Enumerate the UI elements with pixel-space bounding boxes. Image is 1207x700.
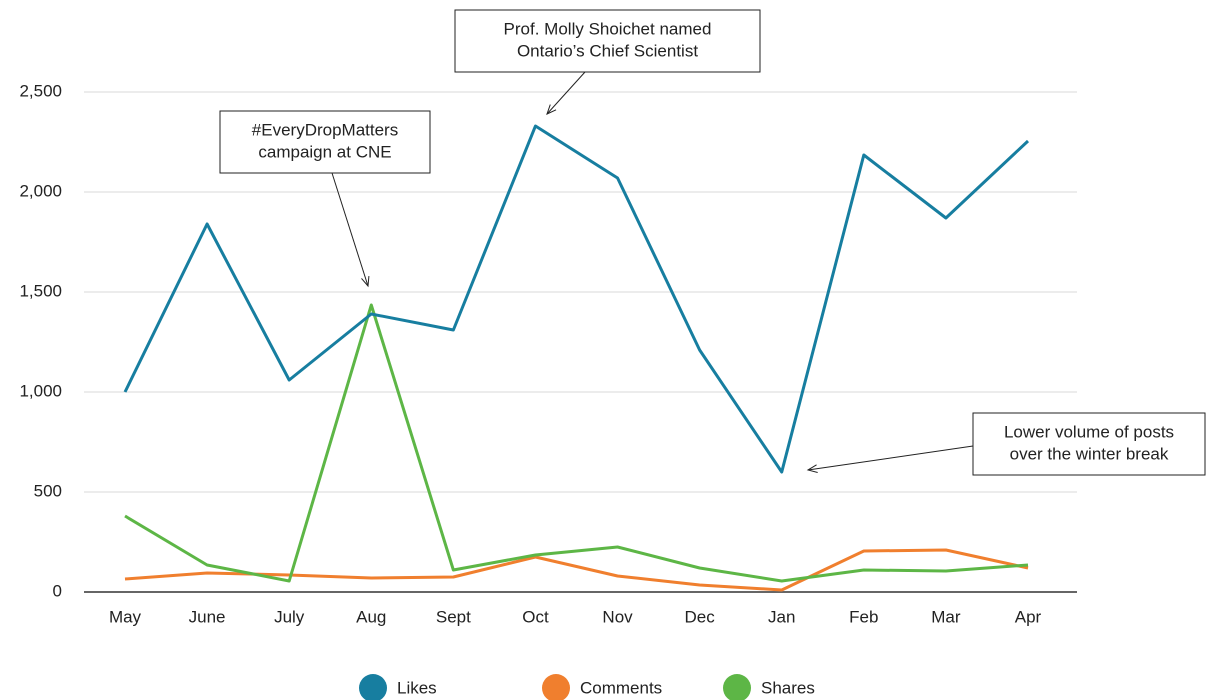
y-tick-label: 1,500 [19, 281, 62, 300]
x-tick-label: Feb [849, 607, 878, 626]
x-tick-label: Aug [356, 607, 386, 626]
annotation-text: Ontario’s Chief Scientist [517, 41, 698, 60]
annotation-text: Lower volume of posts [1004, 422, 1174, 441]
annotation-arrowhead [361, 275, 370, 288]
legend-label: Shares [761, 678, 815, 697]
line [124, 303, 1029, 583]
annotation-arrow [546, 71, 586, 115]
annotation-box [454, 9, 761, 73]
y-tick-label: 0 [53, 581, 62, 600]
legend-swatch [723, 674, 751, 700]
annotation-box [972, 412, 1206, 476]
x-tick-label: Sept [436, 607, 471, 626]
x-tick-label: Mar [931, 607, 961, 626]
legend-label: Likes [397, 678, 437, 697]
x-tick-label: Apr [1015, 607, 1042, 626]
annotation-text: over the winter break [1010, 444, 1169, 463]
x-tick-label: Jan [768, 607, 795, 626]
x-tick-label: July [274, 607, 305, 626]
legend-label: Comments [580, 678, 662, 697]
x-tick-label: Oct [522, 607, 549, 626]
annotation-text: Prof. Molly Shoichet named [504, 19, 712, 38]
y-tick-label: 1,000 [19, 381, 62, 400]
x-tick-label: May [109, 607, 142, 626]
y-tick-label: 500 [34, 481, 62, 500]
annotation-arrow [331, 172, 369, 287]
annotation-box [219, 110, 431, 174]
line [124, 548, 1029, 592]
legend-swatch [542, 674, 570, 700]
annotation-arrow [807, 445, 974, 471]
x-tick-label: Dec [685, 607, 716, 626]
annotation-arrowhead [806, 464, 818, 474]
annotation-text: #EveryDropMatters [252, 120, 398, 139]
y-tick-label: 2,000 [19, 181, 62, 200]
line [123, 124, 1030, 474]
y-tick-label: 2,500 [19, 81, 62, 100]
annotation-text: campaign at CNE [258, 142, 391, 161]
x-tick-label: June [189, 607, 226, 626]
annotation-arrowhead [546, 104, 557, 115]
legend-swatch [359, 674, 387, 700]
x-tick-label: Nov [602, 607, 633, 626]
